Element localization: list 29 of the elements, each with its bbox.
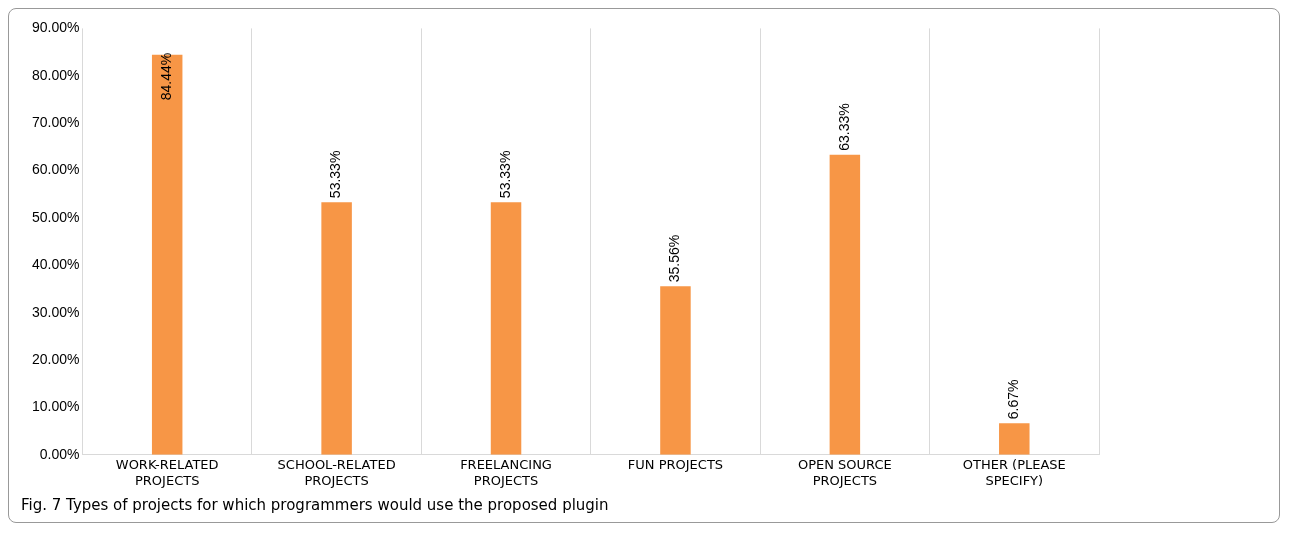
y-tick-label: 90.00% bbox=[32, 19, 80, 36]
data-label: 84.44% bbox=[158, 52, 175, 101]
data-label: 63.33% bbox=[835, 103, 852, 151]
y-tick-label: 10.00% bbox=[32, 398, 80, 415]
data-label: 35.56% bbox=[666, 234, 683, 283]
y-tick-label: 80.00% bbox=[32, 66, 80, 83]
data-label: 6.67% bbox=[1005, 379, 1022, 420]
y-tick-label: 0.00% bbox=[39, 445, 80, 462]
bar bbox=[660, 286, 691, 455]
data-label: 53.33% bbox=[496, 150, 513, 199]
x-tick-label: WORK-RELATED PROJECTS bbox=[115, 456, 219, 488]
x-tick-label: OTHER (PLEASE SPECIFY) bbox=[962, 456, 1066, 488]
bar bbox=[151, 54, 183, 455]
data-label: 53.33% bbox=[327, 150, 344, 199]
bar bbox=[321, 202, 352, 455]
y-tick-label: 20.00% bbox=[32, 350, 80, 367]
y-tick-label: 30.00% bbox=[32, 303, 80, 320]
y-tick-label: 50.00% bbox=[32, 208, 80, 225]
bar bbox=[829, 154, 861, 455]
x-tick-label: FREELANCING PROJECTS bbox=[460, 456, 552, 488]
text: Fig. 7 Types of projects for which programmers would use the proposed plugin bbox=[20, 496, 610, 514]
bar bbox=[999, 423, 1030, 455]
y-tick-label: 70.00% bbox=[32, 114, 80, 131]
x-tick-label: SCHOOL-RELATED PROJECTS bbox=[277, 456, 396, 488]
x-tick-label: OPEN SOURCE PROJECTS bbox=[797, 456, 892, 488]
y-tick-label: 60.00% bbox=[32, 161, 80, 178]
bar bbox=[490, 202, 522, 455]
y-tick-label: 40.00% bbox=[32, 256, 80, 273]
x-tick-label: FUN PROJECTS bbox=[627, 456, 724, 472]
